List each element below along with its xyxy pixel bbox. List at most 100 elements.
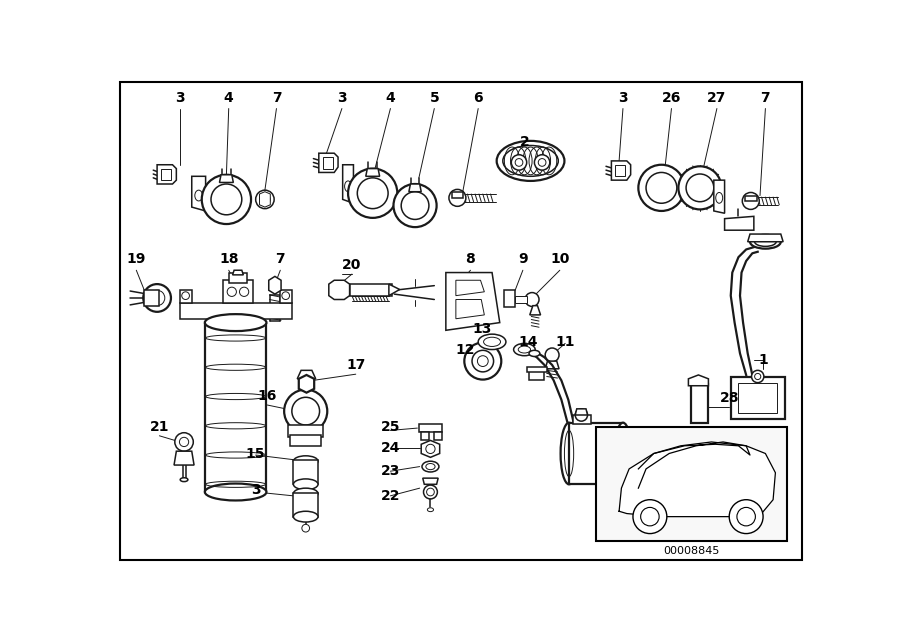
Polygon shape — [575, 409, 588, 415]
Circle shape — [737, 507, 755, 526]
Circle shape — [742, 192, 760, 210]
Circle shape — [535, 155, 550, 170]
Polygon shape — [291, 435, 321, 446]
Polygon shape — [526, 367, 546, 372]
Polygon shape — [319, 153, 338, 173]
Circle shape — [179, 438, 189, 446]
Text: 22: 22 — [381, 489, 400, 503]
Text: 8: 8 — [465, 253, 475, 267]
Text: 3: 3 — [176, 91, 185, 105]
Ellipse shape — [293, 456, 318, 467]
Text: 7: 7 — [272, 91, 282, 105]
Text: 13: 13 — [472, 322, 491, 336]
Polygon shape — [504, 290, 515, 307]
Polygon shape — [731, 377, 785, 419]
Polygon shape — [409, 184, 421, 192]
Circle shape — [686, 174, 714, 202]
Text: 26: 26 — [662, 91, 681, 105]
Ellipse shape — [615, 423, 632, 485]
Circle shape — [641, 507, 659, 526]
Polygon shape — [738, 383, 777, 413]
Text: 16: 16 — [257, 389, 277, 403]
Polygon shape — [299, 375, 314, 392]
Circle shape — [227, 287, 237, 297]
Polygon shape — [529, 369, 544, 380]
Text: 00008845: 00008845 — [663, 546, 720, 556]
Circle shape — [472, 351, 493, 372]
Polygon shape — [616, 164, 625, 177]
Circle shape — [464, 343, 501, 380]
Polygon shape — [293, 493, 318, 517]
Ellipse shape — [529, 351, 540, 356]
Circle shape — [211, 184, 242, 215]
Ellipse shape — [750, 235, 781, 249]
Ellipse shape — [561, 423, 578, 485]
Polygon shape — [515, 296, 526, 304]
Polygon shape — [229, 272, 248, 283]
Text: 20: 20 — [342, 258, 362, 272]
Text: 1: 1 — [758, 352, 768, 366]
Polygon shape — [456, 280, 484, 296]
Circle shape — [357, 178, 388, 209]
Text: 5: 5 — [429, 91, 439, 105]
Circle shape — [449, 189, 466, 206]
Text: 4: 4 — [224, 91, 234, 105]
Circle shape — [282, 292, 290, 300]
Polygon shape — [418, 424, 442, 432]
Circle shape — [729, 500, 763, 533]
Polygon shape — [180, 290, 192, 304]
Circle shape — [182, 292, 189, 300]
Text: 6: 6 — [473, 91, 483, 105]
Polygon shape — [297, 370, 316, 379]
Polygon shape — [530, 305, 541, 315]
Ellipse shape — [518, 346, 530, 353]
Polygon shape — [452, 192, 463, 198]
Polygon shape — [180, 304, 292, 319]
Polygon shape — [688, 375, 708, 385]
Ellipse shape — [497, 141, 564, 181]
Text: 25: 25 — [381, 420, 400, 434]
Polygon shape — [322, 157, 333, 169]
Circle shape — [545, 348, 559, 362]
Polygon shape — [423, 478, 438, 485]
Circle shape — [239, 287, 248, 297]
Text: 27: 27 — [707, 91, 726, 105]
Polygon shape — [293, 460, 318, 485]
Circle shape — [752, 370, 764, 383]
Circle shape — [477, 356, 488, 366]
Text: 4: 4 — [385, 91, 395, 105]
Polygon shape — [328, 280, 349, 300]
Text: 11: 11 — [555, 335, 575, 349]
Text: 17: 17 — [346, 358, 365, 372]
Ellipse shape — [345, 181, 352, 192]
Polygon shape — [611, 161, 631, 180]
Polygon shape — [724, 217, 754, 231]
Ellipse shape — [180, 478, 188, 481]
Circle shape — [348, 169, 397, 218]
Circle shape — [526, 293, 539, 307]
Circle shape — [175, 432, 194, 451]
Polygon shape — [573, 415, 590, 424]
Circle shape — [202, 175, 251, 224]
Polygon shape — [144, 290, 159, 305]
Polygon shape — [220, 175, 233, 182]
Circle shape — [679, 166, 722, 210]
Polygon shape — [222, 280, 254, 304]
Polygon shape — [158, 164, 176, 184]
Polygon shape — [232, 271, 243, 275]
Polygon shape — [744, 196, 757, 201]
Text: 3: 3 — [338, 91, 346, 105]
Text: 2: 2 — [519, 135, 529, 149]
Circle shape — [256, 190, 274, 209]
Ellipse shape — [483, 337, 500, 347]
Text: 14: 14 — [518, 335, 538, 349]
Polygon shape — [259, 192, 270, 207]
Circle shape — [393, 184, 436, 227]
Polygon shape — [269, 276, 281, 294]
Polygon shape — [365, 169, 380, 177]
Circle shape — [538, 159, 546, 166]
Ellipse shape — [716, 192, 723, 203]
Ellipse shape — [205, 483, 266, 500]
Polygon shape — [389, 284, 400, 296]
Ellipse shape — [194, 190, 202, 201]
